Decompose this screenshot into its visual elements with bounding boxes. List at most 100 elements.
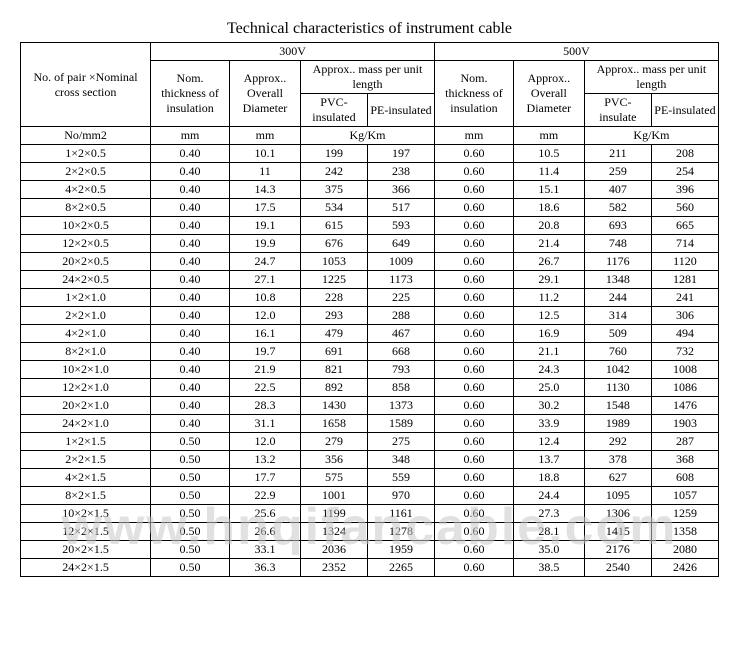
header-300v: 300V: [151, 43, 435, 61]
cell-d1: 21.9: [229, 361, 300, 379]
cell-spec: 24×2×1.5: [21, 559, 151, 577]
cell-d2: 30.2: [513, 397, 584, 415]
cell-d1: 22.9: [229, 487, 300, 505]
table-row: 24×2×1.50.5036.3235222650.6038.525402426: [21, 559, 719, 577]
cell-spec: 1×2×1.0: [21, 289, 151, 307]
cell-pe1: 517: [367, 199, 434, 217]
cell-spec: 4×2×1.5: [21, 469, 151, 487]
table-row: 20×2×1.00.4028.3143013730.6030.215481476: [21, 397, 719, 415]
cell-t1: 0.50: [151, 505, 230, 523]
cell-t2: 0.60: [435, 253, 514, 271]
table-row: 12×2×1.00.4022.58928580.6025.011301086: [21, 379, 719, 397]
cell-pvc1: 279: [300, 433, 367, 451]
cell-spec: 24×2×1.0: [21, 415, 151, 433]
header-approx-diam-300: Approx.. Overall Diameter: [229, 61, 300, 127]
cell-pe2: 1259: [651, 505, 718, 523]
cell-pvc2: 509: [584, 325, 651, 343]
cell-pe1: 793: [367, 361, 434, 379]
cell-pvc2: 1348: [584, 271, 651, 289]
cell-pe1: 668: [367, 343, 434, 361]
cell-spec: 20×2×1.0: [21, 397, 151, 415]
header-pvc-500: PVC-insulate: [584, 94, 651, 127]
cell-spec: 1×2×1.5: [21, 433, 151, 451]
cell-pe1: 559: [367, 469, 434, 487]
cell-pe2: 732: [651, 343, 718, 361]
cell-pe1: 197: [367, 145, 434, 163]
cell-d2: 21.1: [513, 343, 584, 361]
cell-d2: 18.6: [513, 199, 584, 217]
cell-pe1: 1589: [367, 415, 434, 433]
cell-pe1: 348: [367, 451, 434, 469]
cell-pe1: 1161: [367, 505, 434, 523]
cell-d1: 10.8: [229, 289, 300, 307]
cell-t1: 0.40: [151, 325, 230, 343]
cell-pvc2: 627: [584, 469, 651, 487]
cell-pe1: 1373: [367, 397, 434, 415]
cell-pe2: 396: [651, 181, 718, 199]
cell-pvc2: 1176: [584, 253, 651, 271]
cell-d2: 38.5: [513, 559, 584, 577]
cell-d2: 27.3: [513, 505, 584, 523]
cell-d2: 16.9: [513, 325, 584, 343]
cell-pe2: 714: [651, 235, 718, 253]
cell-pe1: 1173: [367, 271, 434, 289]
unit-mm-3: mm: [435, 127, 514, 145]
table-row: 20×2×1.50.5033.1203619590.6035.021762080: [21, 541, 719, 559]
cell-spec: 8×2×1.5: [21, 487, 151, 505]
cell-pvc1: 1001: [300, 487, 367, 505]
cell-pvc2: 1042: [584, 361, 651, 379]
cell-pvc2: 407: [584, 181, 651, 199]
cell-pvc1: 1053: [300, 253, 367, 271]
cell-spec: 12×2×1.5: [21, 523, 151, 541]
cell-pe2: 1903: [651, 415, 718, 433]
cell-pvc1: 293: [300, 307, 367, 325]
cell-spec: 12×2×0.5: [21, 235, 151, 253]
cell-pvc2: 259: [584, 163, 651, 181]
cell-pvc2: 211: [584, 145, 651, 163]
cell-pe2: 1008: [651, 361, 718, 379]
cell-spec: 20×2×0.5: [21, 253, 151, 271]
cell-d1: 22.5: [229, 379, 300, 397]
cell-t1: 0.40: [151, 271, 230, 289]
table-row: 10×2×1.50.5025.6119911610.6027.313061259: [21, 505, 719, 523]
cell-pvc1: 228: [300, 289, 367, 307]
table-row: 4×2×1.50.5017.75755590.6018.8627608: [21, 469, 719, 487]
cell-d2: 11.2: [513, 289, 584, 307]
cell-pvc1: 676: [300, 235, 367, 253]
cell-pvc2: 1989: [584, 415, 651, 433]
cell-d2: 15.1: [513, 181, 584, 199]
cell-d1: 26.6: [229, 523, 300, 541]
cell-pvc2: 1095: [584, 487, 651, 505]
cell-d1: 19.7: [229, 343, 300, 361]
cell-spec: 10×2×0.5: [21, 217, 151, 235]
cell-pe1: 366: [367, 181, 434, 199]
unit-mm-2: mm: [229, 127, 300, 145]
cell-pe2: 1120: [651, 253, 718, 271]
table-row: 10×2×1.00.4021.98217930.6024.310421008: [21, 361, 719, 379]
cell-pe2: 1057: [651, 487, 718, 505]
cell-d1: 27.1: [229, 271, 300, 289]
cell-pvc1: 2036: [300, 541, 367, 559]
cell-pe1: 1959: [367, 541, 434, 559]
cell-pe1: 593: [367, 217, 434, 235]
cell-pvc2: 748: [584, 235, 651, 253]
cell-d2: 28.1: [513, 523, 584, 541]
cell-pe1: 2265: [367, 559, 434, 577]
cell-pe2: 287: [651, 433, 718, 451]
cell-t2: 0.60: [435, 325, 514, 343]
cell-t1: 0.40: [151, 199, 230, 217]
cell-spec: 4×2×0.5: [21, 181, 151, 199]
table-row: 2×2×1.50.5013.23563480.6013.7378368: [21, 451, 719, 469]
cell-d2: 29.1: [513, 271, 584, 289]
header-spec: No. of pair ×Nominal cross section: [21, 43, 151, 127]
cell-pe2: 1476: [651, 397, 718, 415]
cell-pe2: 254: [651, 163, 718, 181]
cell-d1: 14.3: [229, 181, 300, 199]
cell-pe2: 208: [651, 145, 718, 163]
cell-pe2: 560: [651, 199, 718, 217]
cell-d1: 11: [229, 163, 300, 181]
table-row: 24×2×1.00.4031.1165815890.6033.919891903: [21, 415, 719, 433]
cell-t2: 0.60: [435, 487, 514, 505]
cell-t1: 0.50: [151, 523, 230, 541]
cell-d1: 31.1: [229, 415, 300, 433]
